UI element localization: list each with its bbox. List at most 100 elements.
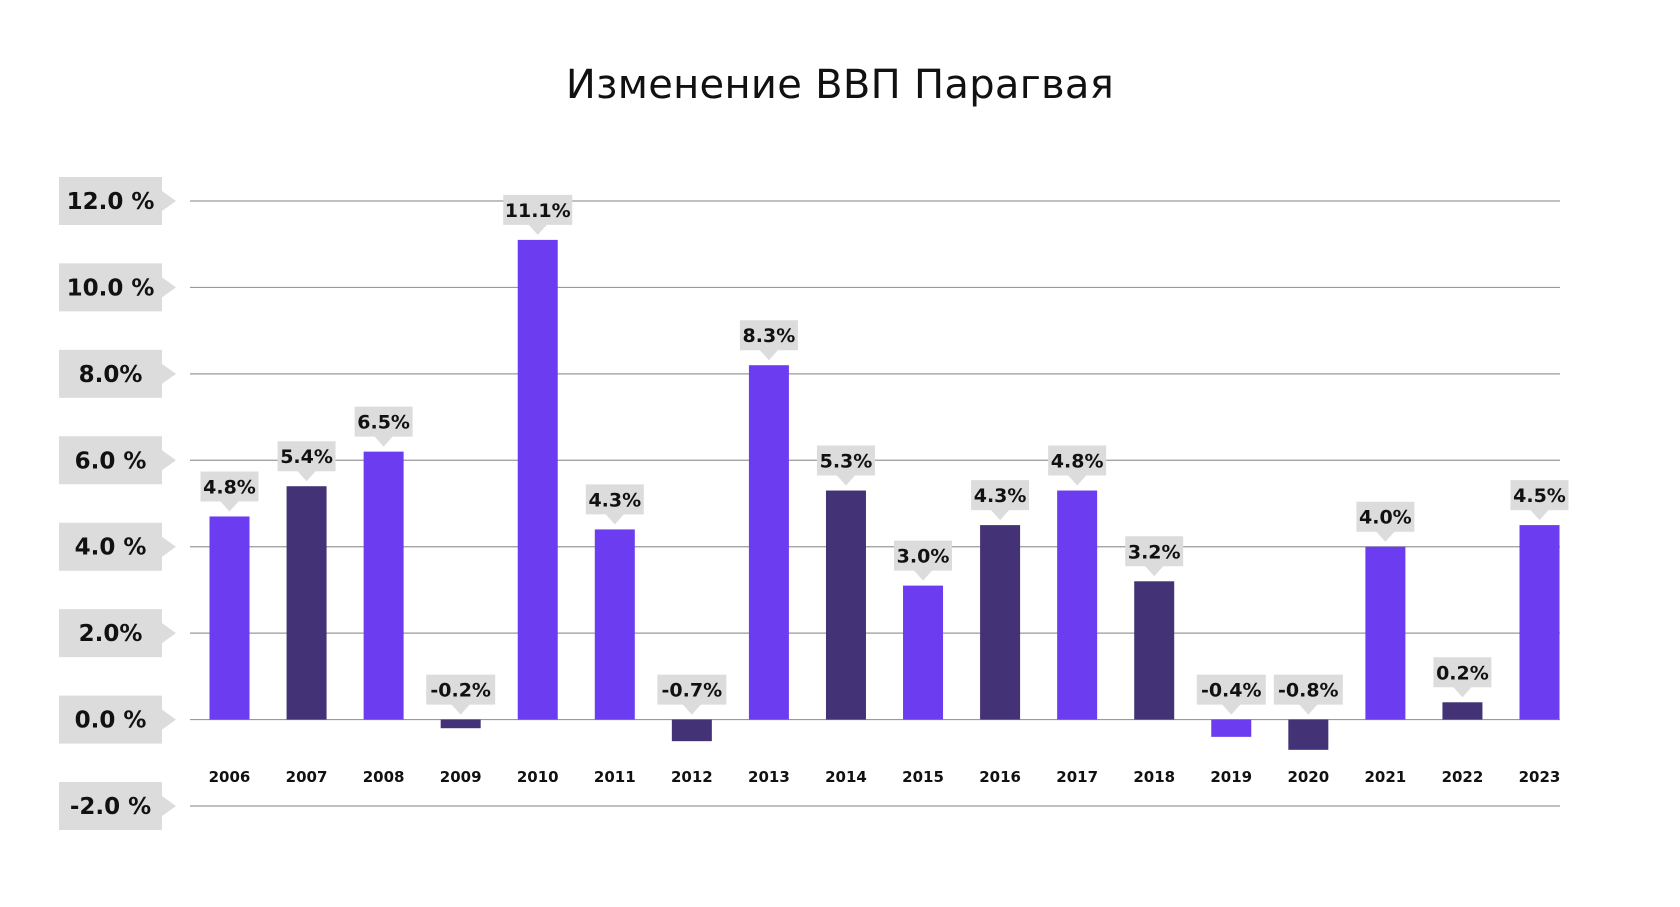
y-tick-label: 4.0 %: [75, 535, 147, 561]
y-tick: 4.0 %: [59, 522, 176, 571]
data-label-text: 6.5%: [357, 412, 410, 434]
data-label-text: 3.2%: [1128, 541, 1181, 563]
x-axis-ticks: 2006 2007 2008 2009 2010 2011 2012 2013 2014 2015…: [209, 768, 1561, 786]
y-tick: -2.0 %: [59, 782, 176, 830]
data-label-box: [200, 471, 259, 512]
y-tick-box: [59, 436, 176, 485]
data-label-box: [585, 484, 644, 525]
y-tick-box: [59, 263, 176, 312]
y-tick-label: 2.0%: [79, 621, 143, 647]
data-label-text: 4.8%: [1051, 451, 1104, 473]
x-tick-label: 2012: [671, 768, 713, 786]
y-tick-label: 6.0 %: [75, 448, 147, 474]
x-tick-label: 2006: [209, 768, 251, 786]
data-label: 6.5%: [354, 406, 413, 447]
data-label-box: [426, 674, 496, 715]
y-axis-ticks: 12.0 % 10.0 % 8.0% 6.0 % 4.0 % 2.0% 0.0 % -2.0 …: [59, 177, 176, 830]
data-label-text: -0.8%: [1278, 680, 1339, 702]
data-label-text: -0.7%: [662, 680, 723, 702]
bar-2012: [671, 719, 712, 742]
x-tick-label: 2015: [902, 768, 944, 786]
data-label-text: -0.2%: [430, 680, 491, 702]
data-label-box: [1125, 536, 1184, 577]
data-label: 4.3%: [971, 480, 1030, 521]
y-tick: 8.0%: [59, 349, 176, 398]
data-label-text: 11.1%: [505, 200, 571, 222]
data-label: 4.8%: [200, 471, 259, 512]
data-label: 4.3%: [585, 484, 644, 525]
data-label: -0.2%: [426, 674, 496, 715]
data-label-box: [1196, 674, 1266, 715]
x-tick-label: 2016: [979, 768, 1021, 786]
data-label-box: [816, 445, 875, 486]
y-tick-box: [59, 349, 176, 398]
y-tick: 2.0%: [59, 609, 176, 658]
data-label: 3.0%: [894, 540, 953, 581]
y-tick-box: [59, 695, 176, 744]
data-label-text: 5.3%: [820, 451, 873, 473]
bar-2007: [286, 486, 327, 720]
x-tick-label: 2008: [363, 768, 405, 786]
data-label: 8.3%: [739, 320, 798, 361]
x-tick-label: 2020: [1287, 768, 1329, 786]
x-tick-label: 2019: [1210, 768, 1252, 786]
data-label-box: [657, 674, 727, 715]
data-label-text: -0.4%: [1201, 680, 1262, 702]
y-tick-label: 0.0 %: [75, 708, 147, 734]
data-label-text: 4.3%: [974, 485, 1027, 507]
grid-lines: [190, 200, 1560, 807]
y-tick: 10.0 %: [59, 263, 176, 312]
data-label: 0.2%: [1433, 657, 1492, 698]
data-label-text: 4.5%: [1513, 485, 1566, 507]
bar-2009: [440, 719, 481, 729]
y-tick-label: 12.0 %: [67, 189, 155, 215]
data-label-box: [971, 480, 1030, 521]
bar-2014: [825, 490, 866, 720]
data-label: -0.7%: [657, 674, 727, 715]
x-tick-label: 2017: [1056, 768, 1098, 786]
x-tick-label: 2011: [594, 768, 636, 786]
data-label-box: [277, 441, 336, 482]
bar-2019: [1211, 719, 1252, 737]
x-tick-label: 2022: [1442, 768, 1484, 786]
bar-2018: [1134, 581, 1175, 720]
bar-2020: [1288, 719, 1329, 750]
data-label-box: [354, 406, 413, 447]
data-label-box: [1356, 501, 1415, 542]
bar-2022: [1442, 702, 1483, 720]
bar-2010: [517, 239, 558, 720]
x-tick-label: 2023: [1519, 768, 1561, 786]
bar-2011: [594, 529, 635, 720]
x-tick-label: 2007: [286, 768, 328, 786]
x-tick-label: 2018: [1133, 768, 1175, 786]
y-tick: 6.0 %: [59, 436, 176, 485]
y-tick-label: -2.0 %: [70, 794, 151, 820]
data-label: -0.8%: [1273, 674, 1343, 715]
data-label-text: 3.0%: [897, 546, 950, 568]
data-label-box: [1273, 674, 1343, 715]
x-tick-label: 2009: [440, 768, 482, 786]
x-tick-label: 2010: [517, 768, 559, 786]
y-tick-box: [59, 177, 176, 225]
y-tick-label: 10.0 %: [67, 275, 155, 301]
y-tick: 12.0 %: [59, 177, 176, 225]
data-label-text: 5.4%: [280, 446, 333, 468]
data-label: 5.3%: [816, 445, 875, 486]
bar-2008: [363, 451, 404, 720]
data-label-text: 4.0%: [1359, 507, 1412, 529]
bar-2021: [1365, 546, 1406, 720]
data-label-box: [1433, 657, 1492, 698]
data-label-box: [1510, 480, 1569, 521]
data-label-box: [1048, 445, 1107, 486]
data-label: 4.5%: [1510, 480, 1569, 521]
data-label: 4.0%: [1356, 501, 1415, 542]
bars: [209, 239, 1560, 750]
x-tick-label: 2014: [825, 768, 867, 786]
data-label: 4.8%: [1048, 445, 1107, 486]
data-label-box: [503, 194, 573, 235]
x-tick-label: 2013: [748, 768, 790, 786]
y-tick-box: [59, 782, 176, 830]
data-label: 3.2%: [1125, 536, 1184, 577]
data-label: -0.4%: [1196, 674, 1266, 715]
